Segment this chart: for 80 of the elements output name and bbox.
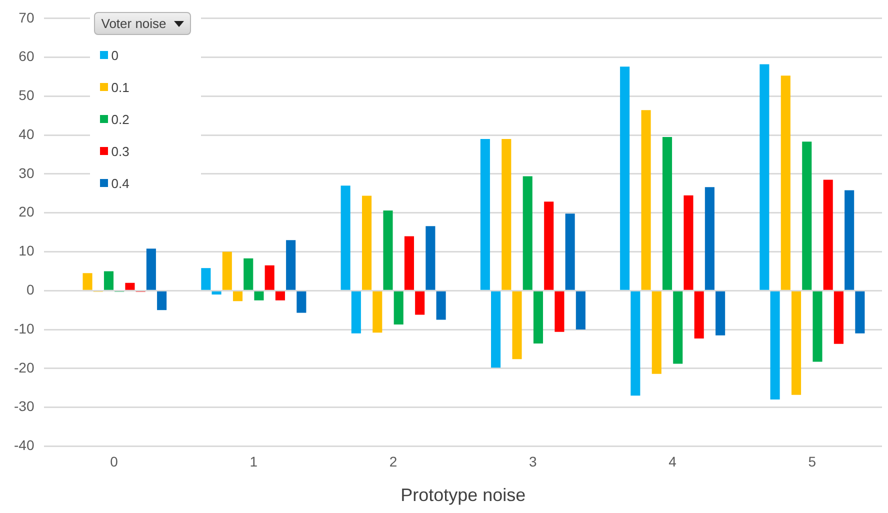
bar [82, 273, 92, 290]
bar [823, 180, 833, 290]
y-tick-label: 60 [18, 48, 34, 64]
x-tick-label: 0 [110, 453, 118, 470]
y-tick-label: -20 [14, 359, 34, 376]
legend-title: Voter noise [101, 16, 166, 32]
y-tick-label: -40 [14, 437, 34, 454]
y-tick-label: 0 [26, 281, 34, 298]
bar [673, 291, 683, 364]
bar [780, 76, 790, 290]
bar [704, 187, 714, 290]
bar [201, 268, 211, 290]
legend-label: 0.4 [111, 176, 130, 191]
x-tick-label: 3 [529, 453, 538, 470]
y-tick-label: 20 [18, 204, 34, 220]
bar [296, 291, 306, 313]
bar [275, 291, 285, 300]
bar [652, 291, 662, 374]
bar [522, 176, 532, 290]
bar [544, 202, 554, 290]
bar [212, 291, 222, 295]
bar [394, 291, 404, 324]
bar [491, 291, 501, 368]
bar [694, 291, 704, 338]
bar [404, 236, 414, 290]
legend-label: 0 [111, 48, 118, 63]
bar [716, 291, 726, 336]
bar [264, 265, 274, 290]
legend-label: 0.2 [111, 112, 130, 127]
bar [222, 252, 232, 290]
bar [372, 291, 382, 333]
bar [146, 248, 156, 290]
bar [157, 291, 167, 310]
bar [426, 226, 436, 290]
x-tick-label: 4 [668, 453, 677, 470]
bar [362, 196, 372, 290]
bar [576, 291, 586, 330]
bar [286, 240, 296, 290]
bar [244, 258, 254, 290]
bar [383, 210, 393, 290]
bar [770, 291, 780, 400]
bar [512, 291, 522, 360]
bar [802, 142, 812, 290]
bar [554, 291, 564, 332]
bar [620, 66, 630, 290]
bar [533, 291, 544, 344]
bar [340, 186, 350, 290]
y-tick-label: -30 [14, 398, 34, 414]
x-tick-label: 2 [389, 453, 398, 470]
bar [855, 291, 865, 334]
legend-label: 0.1 [111, 80, 130, 95]
bar [480, 138, 490, 290]
bar [760, 64, 770, 290]
y-tick-label: -10 [14, 320, 34, 336]
bar [351, 291, 361, 334]
x-axis-title: Prototype noise [400, 485, 527, 506]
bar [436, 291, 446, 320]
y-tick-label: 70 [18, 9, 34, 26]
bar [630, 291, 640, 396]
x-tick-label: 1 [250, 453, 258, 470]
bar [254, 291, 264, 300]
y-tick-label: 50 [18, 87, 34, 104]
bar [791, 291, 802, 395]
bar [834, 291, 844, 344]
y-tick-label: 30 [18, 164, 34, 181]
bar [662, 137, 672, 290]
bar [812, 291, 822, 362]
bar [565, 214, 575, 290]
y-tick-label: 40 [18, 126, 34, 142]
bar [641, 110, 651, 290]
legend-label: 0.3 [111, 144, 130, 159]
bar [415, 291, 425, 315]
bar [125, 282, 135, 290]
x-tick-label: 5 [808, 453, 816, 470]
bar [104, 271, 114, 290]
bar [684, 195, 694, 290]
y-tick-label: 10 [18, 242, 34, 259]
bar [502, 138, 512, 290]
bar [844, 190, 854, 290]
bar [232, 291, 243, 302]
